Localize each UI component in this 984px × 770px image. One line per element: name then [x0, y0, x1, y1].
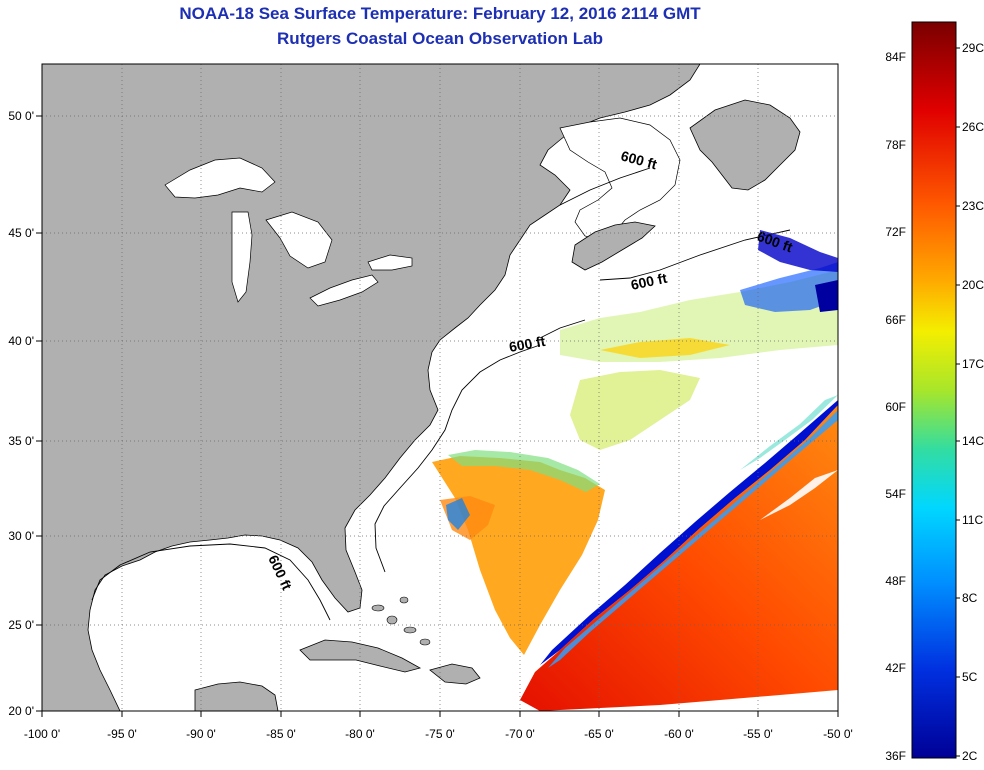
- lake-michigan-huron: [231, 211, 333, 303]
- lake-erie-ontario: [309, 254, 413, 307]
- newfoundland: [689, 99, 801, 191]
- colorbar-c-label: 2C: [962, 749, 978, 763]
- lon-tick-label: -60 0': [664, 727, 694, 741]
- colorbar-f-label: 36F: [885, 749, 906, 763]
- colorbar-c-label: 14C: [962, 434, 984, 448]
- colorbar-f-label: 66F: [885, 313, 906, 327]
- colorbar-c-label: 23C: [962, 199, 984, 213]
- lon-tick-label: -90 0': [186, 727, 216, 741]
- lon-tick-label: -70 0': [505, 727, 535, 741]
- lat-tick-label: 35 0': [8, 434, 34, 448]
- colorbar-f-label: 78F: [885, 138, 906, 152]
- lat-tick-label: 40 0': [8, 334, 34, 348]
- lon-tick-label: -80 0': [345, 727, 375, 741]
- longitude-axis: -100 0' -95 0' -90 0' -85 0' -80 0' -75 0' -70…: [24, 711, 853, 741]
- colorbar-celsius-labels: 29C 26C 23C 20C 17C 14C 11C 8C 5C 2C: [956, 41, 984, 763]
- bahamas: [371, 596, 431, 646]
- lake-superior: [164, 157, 276, 199]
- colorbar-c-label: 5C: [962, 670, 978, 684]
- lon-tick-label: -85 0': [266, 727, 296, 741]
- hispaniola: [429, 663, 481, 685]
- sst-central-swath: [432, 450, 605, 655]
- yucatan: [194, 681, 279, 711]
- contour-label-3: 600 ft: [629, 270, 668, 293]
- sst-north-swath: [560, 230, 838, 450]
- lat-tick-label: 25 0': [8, 618, 34, 632]
- contour-label-4: 600 ft: [508, 333, 547, 355]
- colorbar-c-label: 11C: [962, 513, 983, 527]
- map-subtitle: Rutgers Coastal Ocean Observation Lab: [277, 29, 603, 48]
- lon-tick-label: -95 0': [107, 727, 137, 741]
- sst-east-swath: [520, 395, 838, 711]
- lat-tick-label: 45 0': [8, 226, 34, 240]
- latitude-axis: 50 0' 45 0' 40 0' 35 0' 30 0' 25 0' 20 0': [8, 109, 42, 718]
- graticule: [42, 64, 838, 711]
- colorbar-c-label: 17C: [962, 357, 984, 371]
- colorbar-c-label: 8C: [962, 591, 978, 605]
- colorbar-f-label: 42F: [885, 661, 906, 675]
- colorbar-f-label: 60F: [885, 400, 906, 414]
- north-america-land: [42, 64, 701, 711]
- lon-tick-label: -65 0': [584, 727, 614, 741]
- colorbar-f-label: 48F: [885, 574, 906, 588]
- lat-tick-label: 20 0': [8, 704, 34, 718]
- lon-tick-label: -55 0': [743, 727, 773, 741]
- colorbar: [911, 21, 957, 759]
- colorbar-f-label: 84F: [885, 50, 906, 64]
- lat-tick-label: 30 0': [8, 529, 34, 543]
- colorbar-c-label: 29C: [962, 41, 984, 55]
- lat-tick-label: 50 0': [8, 109, 34, 123]
- colorbar-f-label: 72F: [885, 225, 906, 239]
- nova-scotia: [571, 221, 656, 271]
- 600ft-contour: [91, 167, 791, 621]
- colorbar-c-label: 20C: [962, 278, 984, 292]
- lon-tick-label: -50 0': [823, 727, 853, 741]
- lon-tick-label: -100 0': [24, 727, 60, 741]
- lon-tick-label: -75 0': [425, 727, 455, 741]
- colorbar-c-label: 26C: [962, 120, 984, 134]
- map-title: NOAA-18 Sea Surface Temperature: Februar…: [179, 4, 701, 23]
- colorbar-f-label: 54F: [885, 487, 906, 501]
- colorbar-fahrenheit-labels: 84F 78F 72F 66F 60F 54F 48F 42F 36F: [885, 50, 906, 763]
